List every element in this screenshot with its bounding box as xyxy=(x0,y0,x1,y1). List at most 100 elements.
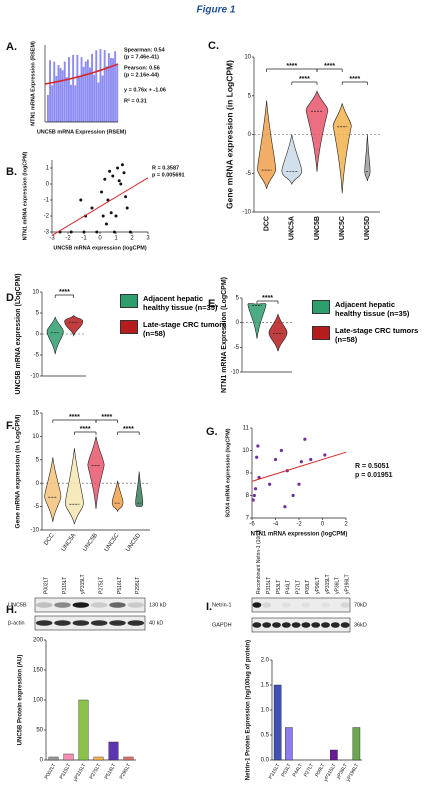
point xyxy=(255,455,259,459)
histogram-bar xyxy=(84,61,87,122)
stat: p = 0.01951 xyxy=(355,472,393,479)
y-axis-label: NTN1 mRNA Expression (LogCPM) xyxy=(221,277,228,393)
point xyxy=(100,190,104,194)
panel-label: E. xyxy=(208,298,218,310)
legend-swatch xyxy=(120,294,138,308)
point xyxy=(283,505,287,509)
y-axis-label: UNC5B Protein expression (AU) xyxy=(18,655,24,746)
lane-label: yP315LT xyxy=(325,574,331,594)
lane-label: P516LT xyxy=(117,577,123,594)
blot-band xyxy=(281,622,291,628)
significance: **** xyxy=(59,289,70,296)
violin xyxy=(64,315,84,337)
y-tick-label: -3 xyxy=(44,230,50,236)
x-tick-label: -1 xyxy=(81,236,87,242)
y-tick-label: -1 xyxy=(44,198,50,204)
significance: **** xyxy=(286,63,297,70)
blot-band xyxy=(321,602,330,608)
histogram-bar xyxy=(93,74,96,122)
histogram-bar xyxy=(55,76,58,122)
violin xyxy=(44,457,62,522)
y-axis-label: NTN1 mRNA expression (logCPM) xyxy=(22,151,28,240)
x-tick-label: UNC5D xyxy=(364,216,371,240)
x-tick-label: -4 xyxy=(273,522,279,528)
y-tick-label: 200 xyxy=(33,638,44,644)
significance: **** xyxy=(349,76,360,83)
bar xyxy=(108,741,119,761)
stat: R = 0.3587 xyxy=(152,165,179,171)
point xyxy=(116,166,120,170)
x-tick-label: P315LT xyxy=(268,763,282,781)
violin xyxy=(46,316,64,355)
point xyxy=(256,444,260,448)
histogram-bar xyxy=(53,61,56,122)
x-tick-label: 2 xyxy=(130,236,134,242)
legend-label: Adjacent hepatic healthy tissue (n=35) xyxy=(335,300,410,318)
significance: **** xyxy=(299,76,310,83)
blot-band xyxy=(72,620,90,626)
panel-label: D. xyxy=(6,292,17,304)
point xyxy=(101,214,105,218)
point xyxy=(104,222,108,226)
violin xyxy=(257,100,276,189)
stat: (p = 7.46e-41) xyxy=(124,54,159,60)
x-tick-label: UNC5D xyxy=(125,532,142,553)
histogram-bar xyxy=(89,67,91,122)
bar xyxy=(48,756,59,761)
lane-label: P002LT xyxy=(43,577,49,594)
y-axis-label: SOX4 mRNA expression (logCPM) xyxy=(225,428,231,517)
blot-band xyxy=(109,602,126,608)
blot-band xyxy=(272,622,281,628)
point xyxy=(108,169,112,173)
significance: **** xyxy=(262,295,273,302)
y-axis-label: UNC5B mRNA expression (LogCPM) xyxy=(15,273,22,394)
x-tick-label: P002LT xyxy=(44,763,58,781)
blot-band xyxy=(291,622,301,628)
y-tick-label: 8 xyxy=(246,493,250,499)
histogram-bar xyxy=(82,66,85,122)
point xyxy=(82,230,86,234)
x-axis-label: UNC5B mRNA expression (logCPM) xyxy=(53,245,146,251)
point xyxy=(95,230,99,234)
legend-swatch xyxy=(120,320,138,334)
point xyxy=(103,177,107,181)
histogram-bar xyxy=(105,66,108,122)
point xyxy=(111,174,115,178)
histogram-bar xyxy=(63,61,66,122)
blot-band xyxy=(321,622,330,628)
y-tick-label: -10 xyxy=(230,370,239,376)
x-tick-label: 2 xyxy=(344,522,348,528)
point xyxy=(114,214,118,218)
stat: p = 0.005691 xyxy=(152,172,185,178)
y-tick-label: 0 xyxy=(46,182,50,188)
y-tick-label: -5 xyxy=(246,171,252,177)
x-tick-label: P275LT xyxy=(89,763,103,781)
stat: Spearman: 0.54 xyxy=(124,47,166,53)
blot-band xyxy=(262,622,272,628)
y-tick-label: 10 xyxy=(32,290,39,296)
histogram-bar xyxy=(65,77,68,122)
fit-line xyxy=(251,451,347,482)
y-tick-label: 50 xyxy=(36,728,43,734)
y-tick-label: 10 xyxy=(32,434,39,440)
fit-line xyxy=(51,177,149,236)
y-tick-label: -5 xyxy=(34,504,40,510)
blot xyxy=(251,617,351,633)
blot-row-label: GAPDH xyxy=(212,622,232,628)
lane-label: yP96LT xyxy=(315,577,321,594)
histogram-bar xyxy=(70,84,72,122)
x-tick-label: yP315LT xyxy=(72,763,87,783)
lane-label: P295LT xyxy=(135,577,141,594)
violin xyxy=(332,102,352,194)
significance: **** xyxy=(123,426,134,433)
point xyxy=(251,498,255,502)
blot-band xyxy=(109,620,126,626)
x-tick-label: UNC5B xyxy=(314,216,321,240)
point xyxy=(309,457,313,462)
histogram-bar xyxy=(114,51,117,122)
bar xyxy=(93,756,104,761)
legend-entry: Late-stage CRC tumors (n=58) xyxy=(120,320,230,338)
y-tick-label: 0 xyxy=(36,332,40,338)
point xyxy=(303,437,307,441)
x-tick-label: 0 xyxy=(321,522,325,528)
